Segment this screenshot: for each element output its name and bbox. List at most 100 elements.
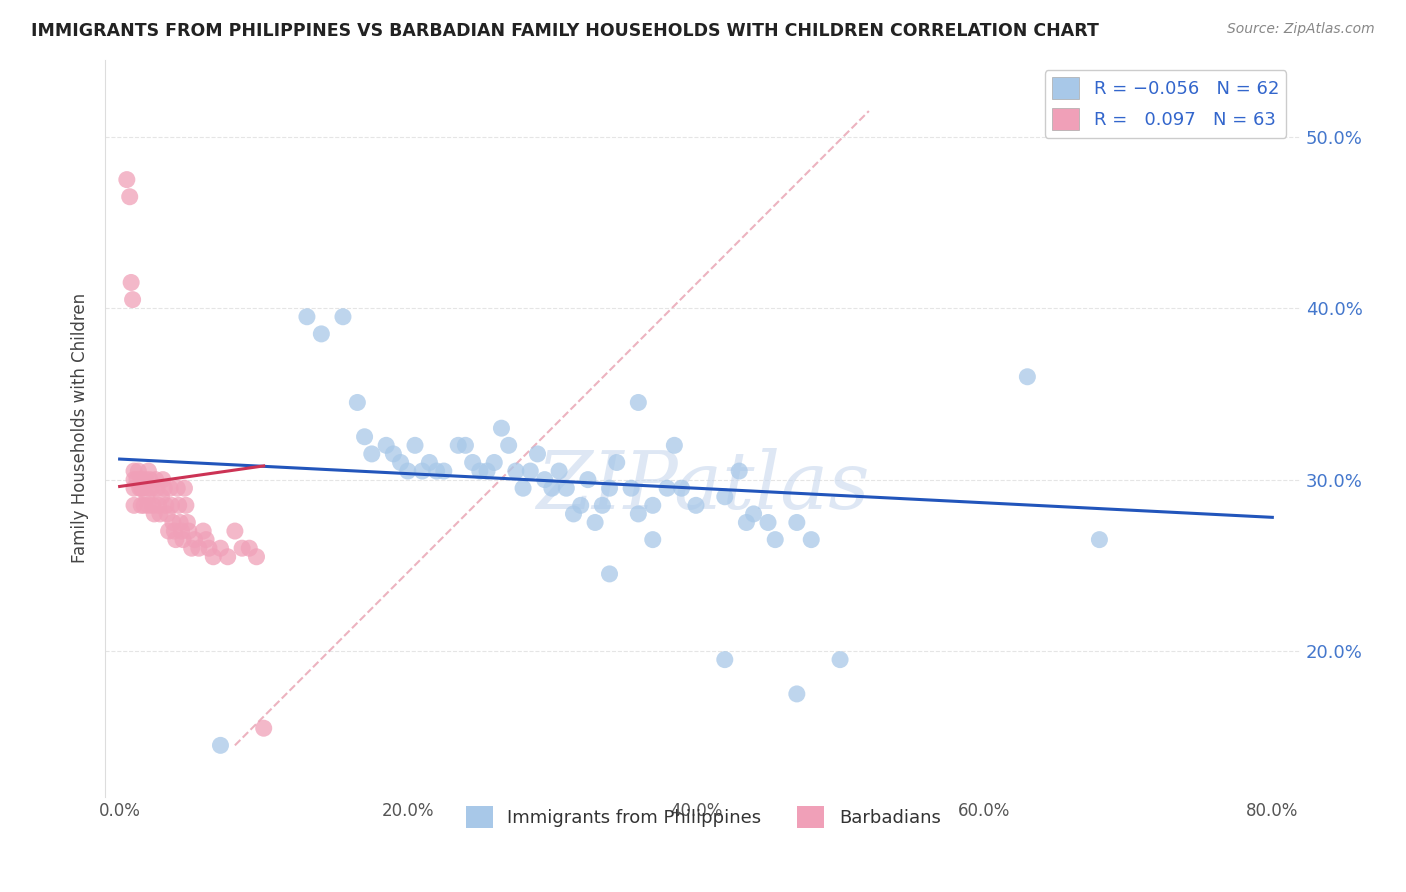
Point bbox=[447, 438, 470, 452]
Point bbox=[176, 516, 198, 530]
Point bbox=[209, 541, 232, 556]
Point bbox=[156, 507, 179, 521]
Point bbox=[118, 190, 141, 204]
Text: IMMIGRANTS FROM PHILIPPINES VS BARBADIAN FAMILY HOUSEHOLDS WITH CHILDREN CORRELA: IMMIGRANTS FROM PHILIPPINES VS BARBADIAN… bbox=[31, 22, 1099, 40]
Point bbox=[166, 481, 188, 495]
Point bbox=[627, 507, 650, 521]
Point bbox=[555, 481, 578, 495]
Point bbox=[121, 293, 143, 307]
Point bbox=[173, 481, 195, 495]
Point bbox=[454, 438, 477, 452]
Point bbox=[131, 481, 153, 495]
Point bbox=[183, 533, 205, 547]
Point bbox=[576, 473, 599, 487]
Point bbox=[606, 455, 628, 469]
Point bbox=[828, 652, 851, 666]
Point bbox=[735, 516, 758, 530]
Point bbox=[763, 533, 786, 547]
Point bbox=[583, 516, 606, 530]
Point bbox=[159, 481, 181, 495]
Point bbox=[138, 464, 160, 478]
Point bbox=[664, 438, 686, 452]
Point bbox=[195, 533, 218, 547]
Point bbox=[786, 687, 808, 701]
Point bbox=[180, 541, 202, 556]
Point bbox=[641, 499, 664, 513]
Point bbox=[526, 447, 548, 461]
Point bbox=[332, 310, 354, 324]
Point bbox=[238, 541, 260, 556]
Point bbox=[115, 172, 138, 186]
Point bbox=[426, 464, 449, 478]
Point bbox=[541, 481, 564, 495]
Point bbox=[172, 533, 194, 547]
Point bbox=[786, 516, 808, 530]
Point bbox=[198, 541, 221, 556]
Point bbox=[569, 499, 592, 513]
Point bbox=[742, 507, 765, 521]
Point bbox=[165, 533, 187, 547]
Point bbox=[800, 533, 823, 547]
Point bbox=[512, 481, 534, 495]
Point bbox=[170, 524, 193, 538]
Point bbox=[657, 481, 679, 495]
Text: ZIPatlas: ZIPatlas bbox=[537, 449, 870, 526]
Point bbox=[149, 507, 172, 521]
Text: Source: ZipAtlas.com: Source: ZipAtlas.com bbox=[1227, 22, 1375, 37]
Point bbox=[491, 421, 513, 435]
Point bbox=[353, 430, 375, 444]
Point bbox=[177, 524, 200, 538]
Point bbox=[484, 455, 506, 469]
Point bbox=[142, 499, 165, 513]
Point bbox=[461, 455, 484, 469]
Point bbox=[713, 490, 735, 504]
Point bbox=[148, 499, 170, 513]
Point bbox=[129, 499, 152, 513]
Point bbox=[169, 516, 191, 530]
Point bbox=[433, 464, 456, 478]
Point bbox=[138, 481, 160, 495]
Point bbox=[685, 499, 707, 513]
Point bbox=[382, 447, 405, 461]
Point bbox=[125, 473, 148, 487]
Point bbox=[311, 326, 333, 341]
Point bbox=[152, 473, 174, 487]
Point bbox=[143, 507, 166, 521]
Point bbox=[217, 549, 239, 564]
Y-axis label: Family Households with Children: Family Households with Children bbox=[72, 293, 89, 563]
Point bbox=[139, 473, 162, 487]
Point bbox=[120, 276, 142, 290]
Point bbox=[174, 499, 197, 513]
Point bbox=[562, 507, 585, 521]
Point bbox=[591, 499, 613, 513]
Point bbox=[231, 541, 253, 556]
Point bbox=[162, 516, 184, 530]
Point bbox=[411, 464, 433, 478]
Point bbox=[146, 481, 169, 495]
Point bbox=[418, 455, 440, 469]
Point bbox=[1017, 369, 1039, 384]
Point bbox=[134, 499, 156, 513]
Point bbox=[756, 516, 779, 530]
Point bbox=[728, 464, 751, 478]
Point bbox=[295, 310, 318, 324]
Point bbox=[150, 490, 173, 504]
Point bbox=[224, 524, 246, 538]
Point bbox=[167, 499, 190, 513]
Point bbox=[136, 490, 159, 504]
Point bbox=[671, 481, 693, 495]
Point bbox=[599, 481, 621, 495]
Point bbox=[193, 524, 215, 538]
Point bbox=[533, 473, 555, 487]
Point bbox=[245, 549, 267, 564]
Point bbox=[360, 447, 382, 461]
Point bbox=[209, 739, 232, 753]
Point bbox=[122, 473, 145, 487]
Point bbox=[627, 395, 650, 409]
Legend: Immigrants from Philippines, Barbadians: Immigrants from Philippines, Barbadians bbox=[458, 799, 948, 836]
Point bbox=[135, 473, 157, 487]
Point bbox=[122, 464, 145, 478]
Point bbox=[505, 464, 527, 478]
Point bbox=[375, 438, 398, 452]
Point bbox=[128, 481, 150, 495]
